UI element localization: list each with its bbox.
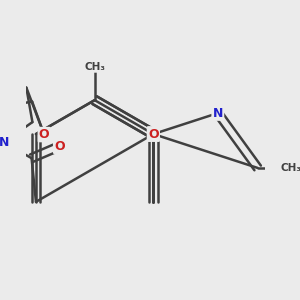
Text: O: O: [39, 128, 50, 141]
Text: N: N: [148, 128, 158, 141]
Text: O: O: [148, 128, 159, 141]
Text: N: N: [213, 106, 223, 120]
Text: CH₃: CH₃: [84, 62, 105, 72]
Text: N: N: [0, 136, 9, 149]
Text: O: O: [54, 140, 65, 153]
Text: CH₃: CH₃: [280, 163, 300, 173]
